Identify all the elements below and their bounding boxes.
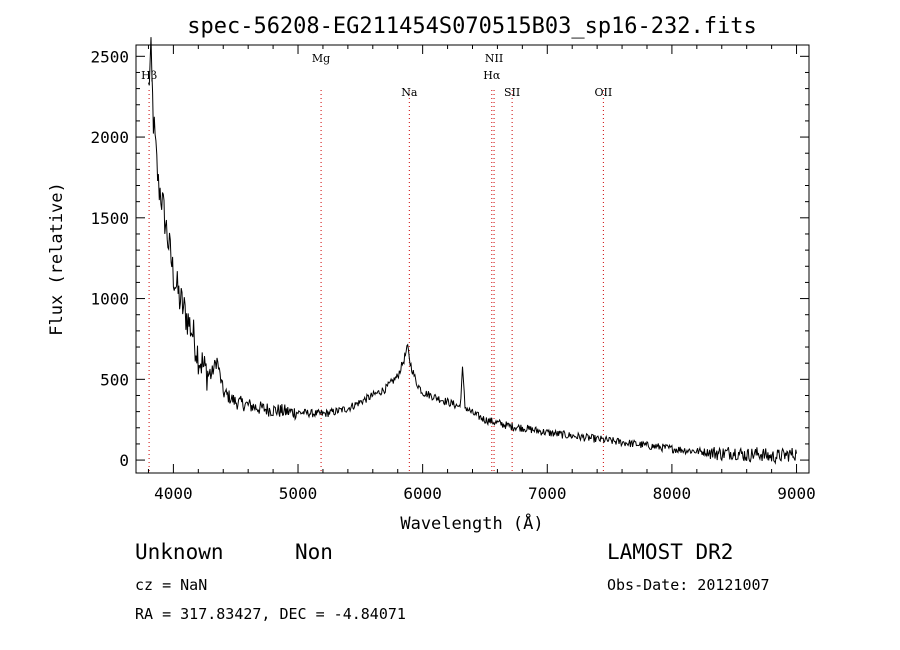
survey-text: LAMOST DR2 <box>607 540 733 564</box>
x-tick-label: 5000 <box>279 484 318 503</box>
y-tick-label: 1500 <box>90 209 129 228</box>
spectrum-series-line <box>148 37 797 465</box>
line-marker-label: NII <box>485 52 503 65</box>
redshift-text: cz = NaN <box>135 576 207 594</box>
line-marker-label: Mg <box>312 52 330 65</box>
x-tick-label: 4000 <box>154 484 193 503</box>
x-tick-label: 9000 <box>777 484 816 503</box>
line-marker-label: SII <box>504 86 520 99</box>
obs-date-text: Obs-Date: 20121007 <box>607 576 770 594</box>
x-tick-label: 8000 <box>653 484 692 503</box>
classification-text: Unknown <box>135 540 224 564</box>
y-tick-label: 500 <box>100 370 129 389</box>
x-tick-label: 7000 <box>528 484 567 503</box>
y-tick-label: 0 <box>119 451 129 470</box>
y-tick-labels: 0 500 1000 1500 2000 2500 <box>90 47 129 470</box>
x-axis-label: Wavelength (Å) <box>400 512 543 534</box>
x-tick-label: 6000 <box>403 484 442 503</box>
chart-title: spec-56208-EG211454S070515B03_sp16-232.f… <box>187 14 757 39</box>
line-marker-label: Hβ <box>141 69 157 82</box>
subclass-text: Non <box>295 540 333 564</box>
axis-ticks <box>136 45 809 473</box>
y-tick-label: 2000 <box>90 128 129 147</box>
x-tick-labels: 4000 5000 6000 7000 8000 9000 <box>154 484 816 503</box>
y-tick-label: 1000 <box>90 290 129 309</box>
line-marker-label: Hα <box>483 69 501 82</box>
y-axis-label: Flux (relative) <box>47 182 67 336</box>
line-marker-label: OII <box>595 86 613 99</box>
coordinates-text: RA = 317.83427, DEC = -4.84071 <box>135 605 406 623</box>
y-tick-label: 2500 <box>90 47 129 66</box>
line-marker-label: Na <box>401 86 418 99</box>
